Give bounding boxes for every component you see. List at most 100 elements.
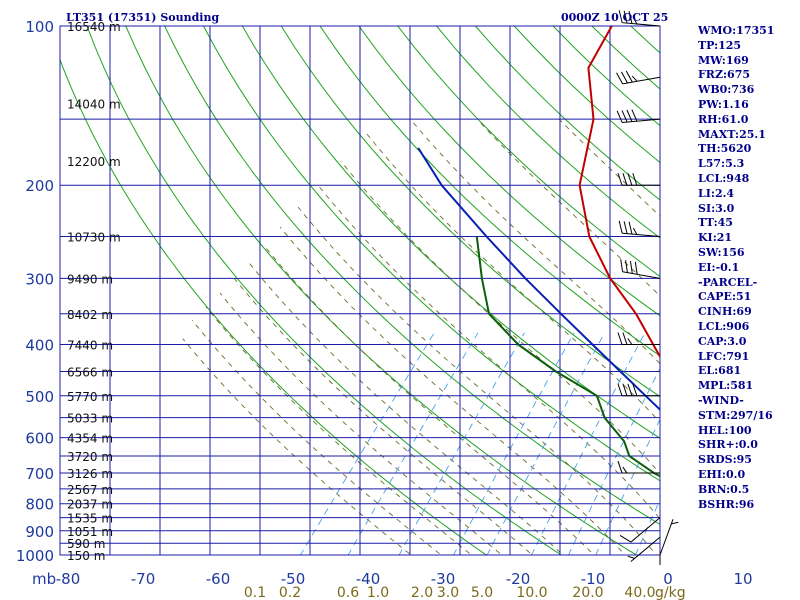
sounding-index: RH:61.0 (698, 112, 749, 126)
mixing-ratio-label: 5.0 (471, 585, 493, 600)
wind-barb-feather (623, 221, 628, 234)
mixing-ratio-line (347, 332, 479, 555)
temperature-label: -20 (506, 570, 531, 588)
pressure-label: 200 (25, 177, 54, 195)
sounding-index: TT:45 (698, 216, 733, 230)
wind-barb-staff (622, 118, 661, 123)
height-label: 16540 m (67, 20, 121, 34)
sounding-index: LFC:791 (698, 349, 750, 363)
height-label: 5033 m (67, 412, 113, 426)
sounding-index: -WIND- (698, 393, 744, 407)
wind-barb-feather (625, 260, 628, 273)
moist-adiabat-line (340, 160, 660, 475)
sounding-index: LCL:948 (698, 171, 750, 185)
wind-barb (617, 173, 660, 186)
wind-barb (618, 220, 661, 238)
wind-barb (617, 460, 660, 474)
wind-barb-feather (618, 220, 623, 234)
wind-barb-feather (632, 173, 638, 186)
wind-barb-staff (630, 517, 661, 543)
mixing-ratio-line (452, 332, 575, 555)
height-label: 1051 m (67, 525, 113, 539)
mixing-ratio-label: 0.2 (279, 585, 301, 600)
sounding-index: EHI:0.0 (698, 467, 746, 481)
temperature-label: -50 (281, 570, 306, 588)
wind-barb-feather (616, 110, 623, 123)
mixing-ratio-label: 20.0 (572, 585, 603, 600)
mixing-ratio-label: 3.0 (437, 585, 459, 600)
height-label: 14040 m (67, 97, 121, 111)
sounding-index: SW:156 (698, 245, 745, 259)
sounding-index: LI:2.4 (698, 186, 735, 200)
sounding-index: WMO:17351 (698, 24, 775, 37)
temperature-profile-line (578, 26, 660, 359)
mixing-ratio-label: 2.0 (411, 585, 433, 600)
mixing-ratio-label: 1.0 (367, 585, 389, 600)
wind-barb-staff (622, 271, 661, 279)
wind-barb (619, 517, 661, 543)
sounding-index: EL:681 (698, 364, 742, 378)
pressure-unit-label: mb (32, 570, 56, 588)
mixing-ratio-line (531, 332, 646, 555)
wind-barb (627, 536, 661, 562)
temperature-label: 10 (733, 570, 752, 588)
temperature-label: -40 (356, 570, 381, 588)
mixing-ratio-label: 0.1 (244, 585, 266, 600)
sounding-index: SI:3.0 (698, 201, 735, 215)
mixing-ratio-label: 10.0 (516, 585, 547, 600)
sounding-index: FRZ:675 (698, 68, 751, 82)
sounding-index: BRN:0.5 (698, 482, 750, 496)
sounding-index: SHR+:0.0 (698, 438, 758, 452)
wind-barb-feather (627, 338, 633, 345)
wind-barb-feather (634, 261, 638, 275)
height-label: 5770 m (67, 390, 113, 404)
moist-adiabat-line (233, 278, 534, 555)
wind-barb-feather (627, 555, 635, 559)
sounding-index: EI:-0.1 (698, 260, 740, 274)
sounding-index: MPL:581 (698, 379, 754, 393)
wind-barb (620, 259, 661, 279)
mixing-ratio-line (486, 332, 606, 555)
wind-barb (617, 383, 660, 397)
height-label: 4354 m (67, 432, 113, 446)
height-label: 12200 m (67, 155, 121, 169)
wind-barb (616, 70, 661, 85)
wind-barb-feather (622, 332, 628, 345)
height-label: 590 m (67, 537, 105, 551)
wind-barb-feather (622, 173, 628, 186)
sounding-index: WB0:736 (698, 83, 755, 97)
wind-barb-feather (622, 383, 628, 396)
mixing-ratio-line (398, 332, 525, 555)
height-label: 8402 m (67, 308, 113, 322)
wind-barb-feather (618, 10, 623, 23)
moist-adiabat-line (248, 262, 564, 555)
sounding-index: L57:5.3 (698, 157, 745, 171)
mixing-ratio-unit: g/kg (655, 585, 686, 600)
mixing-ratio-line (634, 498, 660, 555)
wind-barb (618, 10, 661, 27)
mixing-ratio-line (299, 332, 435, 555)
moist-adiabat-line (772, 119, 800, 566)
wind-barb (617, 332, 660, 345)
wind-barb-staff (622, 232, 661, 238)
wind-barb-feather (622, 466, 628, 474)
height-label: 10730 m (67, 231, 121, 245)
wind-barb-feather (671, 521, 679, 525)
mixing-ratio-label: 0.6 (337, 585, 359, 600)
wind-barb-staff (622, 22, 661, 27)
pressure-label: 700 (25, 465, 54, 483)
pressure-label: 900 (25, 523, 54, 541)
dry-adiabat-line (86, 26, 563, 555)
dewpoint-profile-line (475, 236, 660, 478)
chart-title: LT351 (17351) Sounding (66, 11, 219, 24)
grid-lines (59, 25, 661, 556)
wind-barb-feather (628, 11, 633, 24)
wind-barb (659, 519, 679, 556)
profile-lines (417, 26, 660, 478)
height-label: 150 m (67, 549, 105, 563)
wind-barb-feather (617, 173, 623, 186)
sounding-indices-list: WMO:17351 TP:125 MW:169 FRZ:675 WB0:736 PW:1.… (698, 24, 774, 512)
wind-barb-feather (617, 332, 623, 345)
mixing-ratio-lines (299, 332, 660, 555)
